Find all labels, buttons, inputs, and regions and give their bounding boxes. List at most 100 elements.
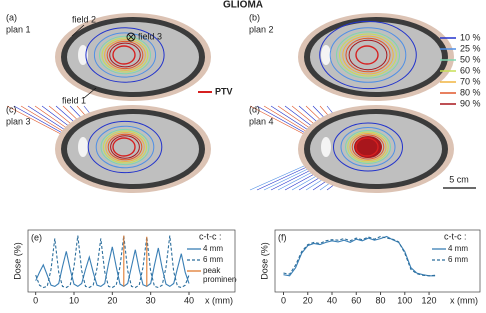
field-3-symbol-cross	[127, 33, 135, 41]
isodose-contour	[333, 122, 403, 172]
isodose-contour	[342, 35, 394, 75]
x-tick-label: 100	[397, 295, 412, 305]
image-panels: (a) plan 1 (b) plan 2 (c) plan 3 (d) plan 4 10 %…	[5, 12, 484, 193]
legend-entry: 6 mm	[448, 255, 468, 264]
x-tick-label: 20	[303, 295, 313, 305]
field-1-label: field 1	[62, 95, 86, 105]
figure-title: GLIOMA	[223, 0, 263, 11]
legend-label: 25 %	[460, 43, 481, 53]
isodose-contour	[87, 120, 163, 174]
ptv-contour	[112, 45, 136, 65]
isodose-contour	[106, 40, 144, 70]
ptv-contour	[112, 137, 136, 157]
plan-label: plan 3	[6, 116, 31, 126]
legend-label: 50 %	[460, 54, 481, 64]
image-panel: (a) plan 1	[5, 12, 241, 101]
isodose-contour	[349, 133, 387, 161]
legend-label: 4 mm	[448, 244, 468, 253]
isodose-contour	[339, 33, 397, 77]
panel-label: (d)	[249, 104, 260, 114]
panel-label: (c)	[6, 104, 17, 114]
isodose-contour	[107, 133, 143, 161]
x-tick-label: 80	[376, 295, 386, 305]
isodose-contour	[345, 130, 391, 164]
panel-label: (f)	[278, 232, 287, 242]
field-2-arrow	[71, 24, 85, 37]
field-1-arrow	[83, 87, 97, 99]
x-tick-label: 10	[69, 295, 79, 305]
y-axis-label: Dose (%)	[259, 242, 269, 280]
isodose-contour	[319, 20, 417, 90]
legend-title: c-t-c :	[199, 231, 222, 241]
x-axis-label: x (mm)	[205, 295, 233, 305]
isodose-contour	[347, 131, 389, 163]
x-tick-label: 120	[422, 295, 437, 305]
plot-frame	[274, 229, 481, 293]
legend-entry: 4 mm	[448, 244, 468, 253]
x-axis-label: x (mm)	[450, 295, 478, 305]
isodose-contour	[351, 134, 385, 160]
isodose-contour	[93, 32, 157, 78]
isodose-contour	[340, 127, 396, 167]
brain	[310, 22, 442, 92]
image-panel: (d) plan 4	[248, 104, 484, 193]
legend-label: 80 %	[460, 87, 481, 97]
x-tick-label: 0	[281, 295, 286, 305]
x-tick-label: 0	[33, 295, 38, 305]
x-tick-label: 30	[146, 295, 156, 305]
legend-title: c-t-c :	[444, 231, 467, 241]
series-line	[283, 235, 436, 277]
legend-label: peak prominence	[203, 266, 237, 284]
isodose-contour	[329, 27, 407, 83]
legend-entry: 6 mm	[203, 255, 223, 264]
isodose-contour	[95, 125, 155, 169]
profile-charts: 0 10 20 30 40 (e) x (mm) Dose (%) c-t-c : 4 mm 6 m…	[12, 229, 481, 305]
legend-entry: peak prominence	[203, 266, 237, 284]
ventricle	[321, 45, 331, 65]
isodose-contour	[336, 31, 400, 79]
series-line	[35, 246, 190, 288]
isodose-contour	[105, 132, 145, 162]
isodose-contour	[110, 135, 140, 159]
scale-bar-label: 5 cm	[449, 174, 469, 184]
panel-label: (e)	[31, 232, 42, 242]
plan-label: plan 2	[249, 24, 274, 34]
isodose-contour	[102, 130, 148, 164]
legend-label: 6 mm	[448, 255, 468, 264]
ventricle	[78, 45, 88, 65]
isodose-contour	[345, 37, 391, 73]
isodose-contour	[354, 136, 382, 158]
series-line	[283, 235, 436, 277]
panel-label: (a)	[6, 12, 17, 22]
x-tick-label: 40	[184, 295, 194, 305]
isodose-contour	[104, 39, 146, 71]
plan-label: plan 1	[6, 24, 31, 34]
y-axis-label: Dose (%)	[12, 242, 22, 280]
legend-label: 10 %	[460, 32, 481, 42]
series-line	[35, 235, 190, 289]
plot-frame	[27, 229, 236, 293]
image-panel: (c) plan 3	[5, 104, 241, 193]
x-tick-label: 60	[351, 295, 361, 305]
panel-label: (b)	[249, 12, 260, 22]
field-3-symbol	[126, 32, 136, 42]
legend-entry: 4 mm	[203, 244, 223, 253]
field-3-label: field 3	[138, 31, 162, 41]
legend-label: 90 %	[460, 98, 481, 108]
isodose-contour	[348, 39, 388, 71]
isodose-contour	[101, 37, 149, 73]
plan-label: plan 4	[249, 116, 274, 126]
isodose-contour	[109, 42, 141, 68]
legend-label: 4 mm	[203, 244, 223, 253]
image-panel: (b) plan 2	[248, 12, 484, 101]
series-line	[123, 235, 148, 287]
field-2-label: field 2	[72, 14, 96, 24]
x-tick-label: 20	[107, 295, 117, 305]
brain	[67, 114, 199, 184]
ventricle	[321, 137, 331, 157]
isodose-contour	[85, 27, 165, 83]
isodose-contour	[99, 35, 151, 75]
x-tick-label: 40	[327, 295, 337, 305]
brain	[67, 22, 199, 92]
